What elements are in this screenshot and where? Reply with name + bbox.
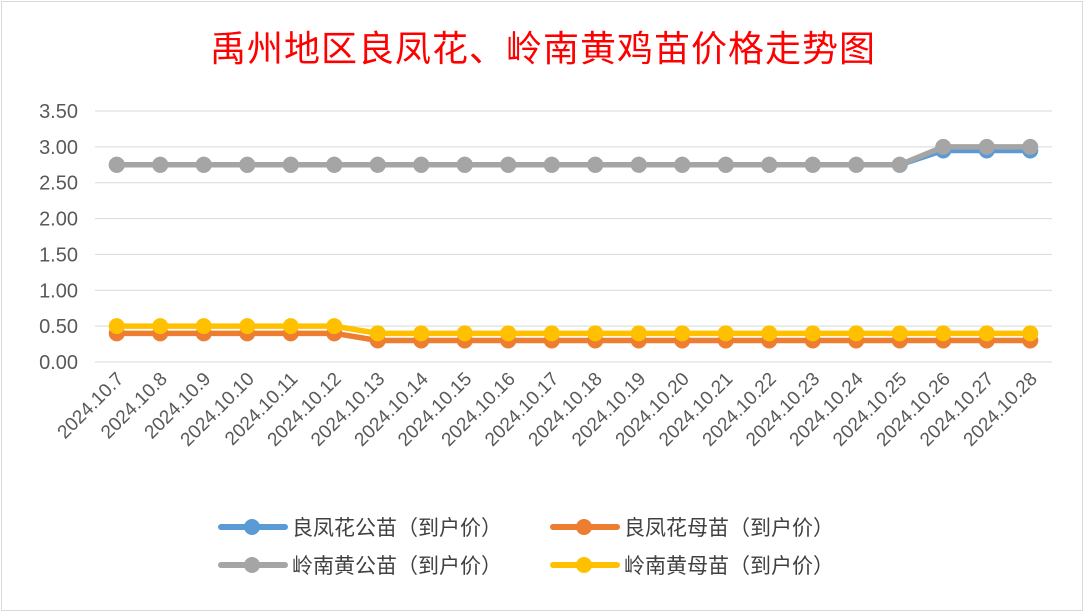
data-point <box>108 318 125 335</box>
y-tick-label: 0.50 <box>39 316 78 338</box>
data-point <box>543 156 560 173</box>
data-point <box>1022 325 1039 342</box>
data-point <box>935 138 952 155</box>
series-line <box>114 144 1033 168</box>
data-point <box>674 325 691 342</box>
data-point <box>152 156 169 173</box>
legend-swatch <box>550 512 620 542</box>
data-point <box>369 325 386 342</box>
data-point <box>413 156 430 173</box>
y-tick-label: 0.00 <box>39 352 78 374</box>
data-point <box>935 325 952 342</box>
y-tick-label: 1.50 <box>39 244 78 266</box>
data-point <box>456 156 473 173</box>
legend-label: 良凤花公苗（到户价） <box>292 516 502 540</box>
data-point <box>804 156 821 173</box>
data-point <box>413 325 430 342</box>
data-point <box>978 138 995 155</box>
y-tick-label: 3.50 <box>39 101 78 123</box>
legend-swatch <box>218 512 288 542</box>
data-point <box>500 156 517 173</box>
legend-label: 岭南黄公苗（到户价） <box>292 554 502 578</box>
series-line <box>114 330 1033 344</box>
legend-swatch <box>218 550 288 580</box>
data-point <box>978 325 995 342</box>
data-point <box>630 325 647 342</box>
data-point <box>108 156 125 173</box>
data-point <box>717 325 734 342</box>
data-point <box>587 156 604 173</box>
data-point <box>456 325 473 342</box>
y-tick-label: 1.00 <box>39 280 78 302</box>
data-point <box>326 156 343 173</box>
legend-label: 岭南黄母苗（到户价） <box>624 554 834 578</box>
data-point <box>630 156 647 173</box>
data-point <box>239 156 256 173</box>
chart-title: 禹州地区良凤花、岭南黄鸡苗价格走势图 <box>209 29 876 70</box>
legend-item: 岭南黄母苗（到户价） <box>550 550 834 580</box>
legend-item: 良凤花公苗（到户价） <box>218 512 502 542</box>
data-point <box>587 325 604 342</box>
series-line <box>114 323 1033 337</box>
data-point <box>891 325 908 342</box>
data-point <box>717 156 734 173</box>
data-point <box>282 318 299 335</box>
data-point <box>195 156 212 173</box>
data-point <box>326 318 343 335</box>
legend-label: 良凤花母苗（到户价） <box>624 516 834 540</box>
data-point <box>239 318 256 335</box>
data-point <box>804 325 821 342</box>
data-point <box>1022 138 1039 155</box>
data-point <box>848 156 865 173</box>
data-point <box>543 325 560 342</box>
legend-item: 良凤花母苗（到户价） <box>550 512 834 542</box>
y-tick-label: 2.00 <box>39 209 78 231</box>
data-point <box>369 156 386 173</box>
data-point <box>152 318 169 335</box>
legend-swatch <box>550 550 620 580</box>
data-point <box>500 325 517 342</box>
data-point <box>761 325 778 342</box>
data-point <box>891 156 908 173</box>
data-point <box>674 156 691 173</box>
data-point <box>282 156 299 173</box>
y-tick-label: 2.50 <box>39 173 78 195</box>
y-tick-label: 3.00 <box>39 137 78 159</box>
data-point <box>848 325 865 342</box>
legend-item: 岭南黄公苗（到户价） <box>218 550 502 580</box>
data-point <box>761 156 778 173</box>
data-point <box>195 318 212 335</box>
